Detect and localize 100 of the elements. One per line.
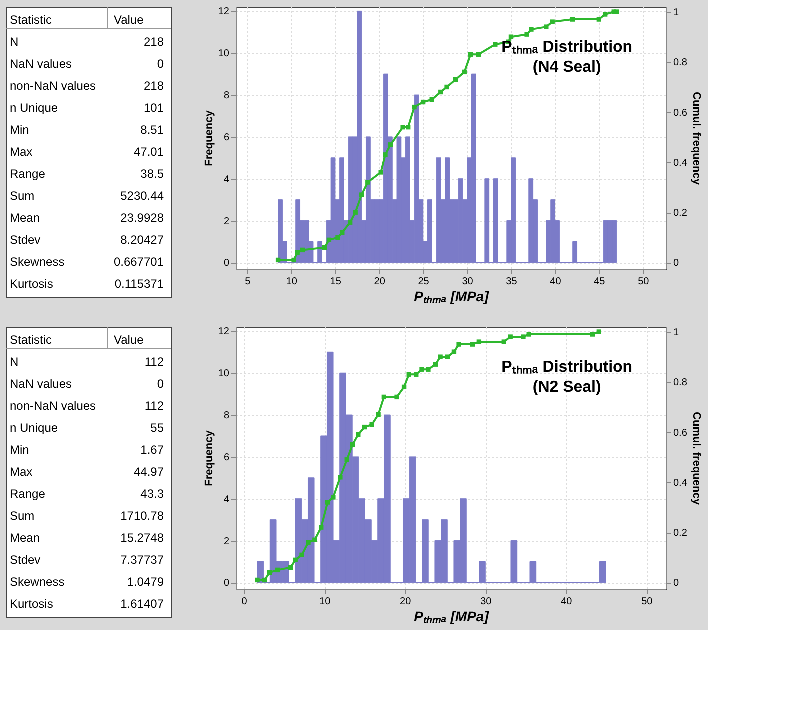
- x-tick-label: 50: [638, 276, 650, 288]
- y2-axis-title: Cumul. frequency: [690, 412, 702, 506]
- data-label: 0: [157, 57, 164, 72]
- point: [370, 422, 374, 428]
- point: [326, 238, 332, 243]
- point: [426, 367, 431, 372]
- y-tick-label: 4: [224, 174, 230, 186]
- x-tick-label: 45: [594, 276, 606, 288]
- point: [468, 52, 474, 57]
- category-label: Min: [10, 443, 30, 458]
- point: [493, 42, 498, 47]
- point: [444, 84, 450, 90]
- y-axis-title: Frequency: [203, 430, 216, 486]
- y-tick-label: 0: [224, 578, 230, 590]
- y2-tick-label: 0.8: [674, 378, 688, 389]
- annotation: Pₜₕₘₐ Distribution: [502, 39, 633, 56]
- y-tick-label: 6: [224, 132, 230, 144]
- point: [353, 210, 358, 215]
- y-tick-label: 2: [224, 536, 230, 548]
- x-tick-label: 10: [286, 276, 298, 288]
- point: [344, 458, 350, 462]
- x-axis-title: Pₜₕₘₐ [MPa]: [414, 608, 490, 624]
- category-label: Skewness: [10, 574, 65, 589]
- y-tick-label: 4: [224, 494, 230, 506]
- point: [602, 12, 608, 17]
- x-tick-label: 15: [330, 276, 342, 288]
- point: [412, 104, 417, 110]
- point: [438, 90, 444, 95]
- y-tick-label: 12: [218, 326, 230, 338]
- category-label: Mean: [10, 530, 40, 545]
- data-label: 112: [144, 355, 164, 370]
- point: [394, 394, 400, 400]
- data-label: 218: [144, 79, 164, 94]
- text: Value: [114, 13, 144, 28]
- data-label: 1.0479: [127, 574, 164, 589]
- point: [293, 558, 298, 563]
- data-label: 218: [144, 35, 164, 50]
- point: [521, 334, 526, 340]
- point: [388, 142, 394, 148]
- point: [336, 235, 340, 240]
- point: [356, 432, 361, 438]
- point: [400, 125, 406, 130]
- data-label: 23.9928: [120, 210, 164, 225]
- point: [376, 412, 381, 418]
- point: [529, 27, 534, 32]
- category-label: n Unique: [10, 101, 58, 116]
- point: [414, 372, 419, 377]
- annotation: (N2 Seal): [532, 379, 602, 396]
- category-label: Kurtosis: [10, 276, 54, 291]
- data-label: 8.20427: [120, 232, 164, 247]
- y2-tick-label: 0.6: [674, 108, 688, 119]
- text: Statistic: [10, 13, 52, 28]
- point: [590, 332, 596, 337]
- category-label: Sum: [10, 508, 35, 523]
- point: [325, 500, 330, 505]
- point: [524, 32, 530, 37]
- data-label: 55: [150, 421, 164, 436]
- category-label: Stdev: [10, 552, 41, 567]
- x-tick-label: 50: [642, 596, 654, 608]
- point: [295, 250, 300, 256]
- data-label: 1.67: [140, 443, 164, 458]
- y-tick-label: 12: [218, 6, 230, 18]
- y-tick-label: 0: [224, 258, 230, 270]
- point: [300, 552, 304, 558]
- point: [453, 77, 458, 82]
- point: [445, 354, 450, 360]
- y-tick-label: 10: [218, 368, 230, 380]
- y2-tick-label: 0.8: [674, 58, 688, 69]
- y-tick-label: 8: [224, 410, 230, 422]
- category-label: Kurtosis: [10, 596, 54, 611]
- point: [276, 258, 281, 263]
- point: [262, 578, 268, 583]
- annotation: Pₜₕₘₐ Distribution: [502, 359, 633, 376]
- x-tick-label: 0: [242, 596, 248, 608]
- point: [366, 180, 370, 185]
- category-label: Min: [10, 123, 30, 138]
- point: [319, 525, 324, 530]
- point: [420, 367, 424, 372]
- y-tick-label: 8: [224, 90, 230, 102]
- category-label: Range: [10, 486, 46, 501]
- category-label: Stdev: [10, 232, 41, 247]
- x-tick-label: 35: [506, 276, 518, 288]
- x-tick-label: 5: [245, 276, 252, 288]
- x-tick-label: 20: [374, 276, 386, 288]
- text: Statistic: [10, 333, 52, 348]
- annotation: (N4 Seal): [532, 59, 602, 76]
- y2-tick-label: 0: [674, 578, 680, 590]
- point: [544, 24, 549, 30]
- point: [359, 192, 364, 198]
- y-tick-label: 10: [218, 48, 230, 60]
- data-label: 8.51: [140, 123, 164, 138]
- category-label: Mean: [10, 210, 40, 225]
- y2-tick-label: 1: [674, 328, 680, 339]
- point: [508, 34, 514, 40]
- point: [456, 342, 462, 347]
- point: [433, 362, 438, 367]
- y2-tick-label: 0: [674, 258, 680, 270]
- point: [550, 20, 555, 24]
- x-tick-label: 10: [320, 596, 332, 608]
- data-label: 112: [144, 399, 164, 414]
